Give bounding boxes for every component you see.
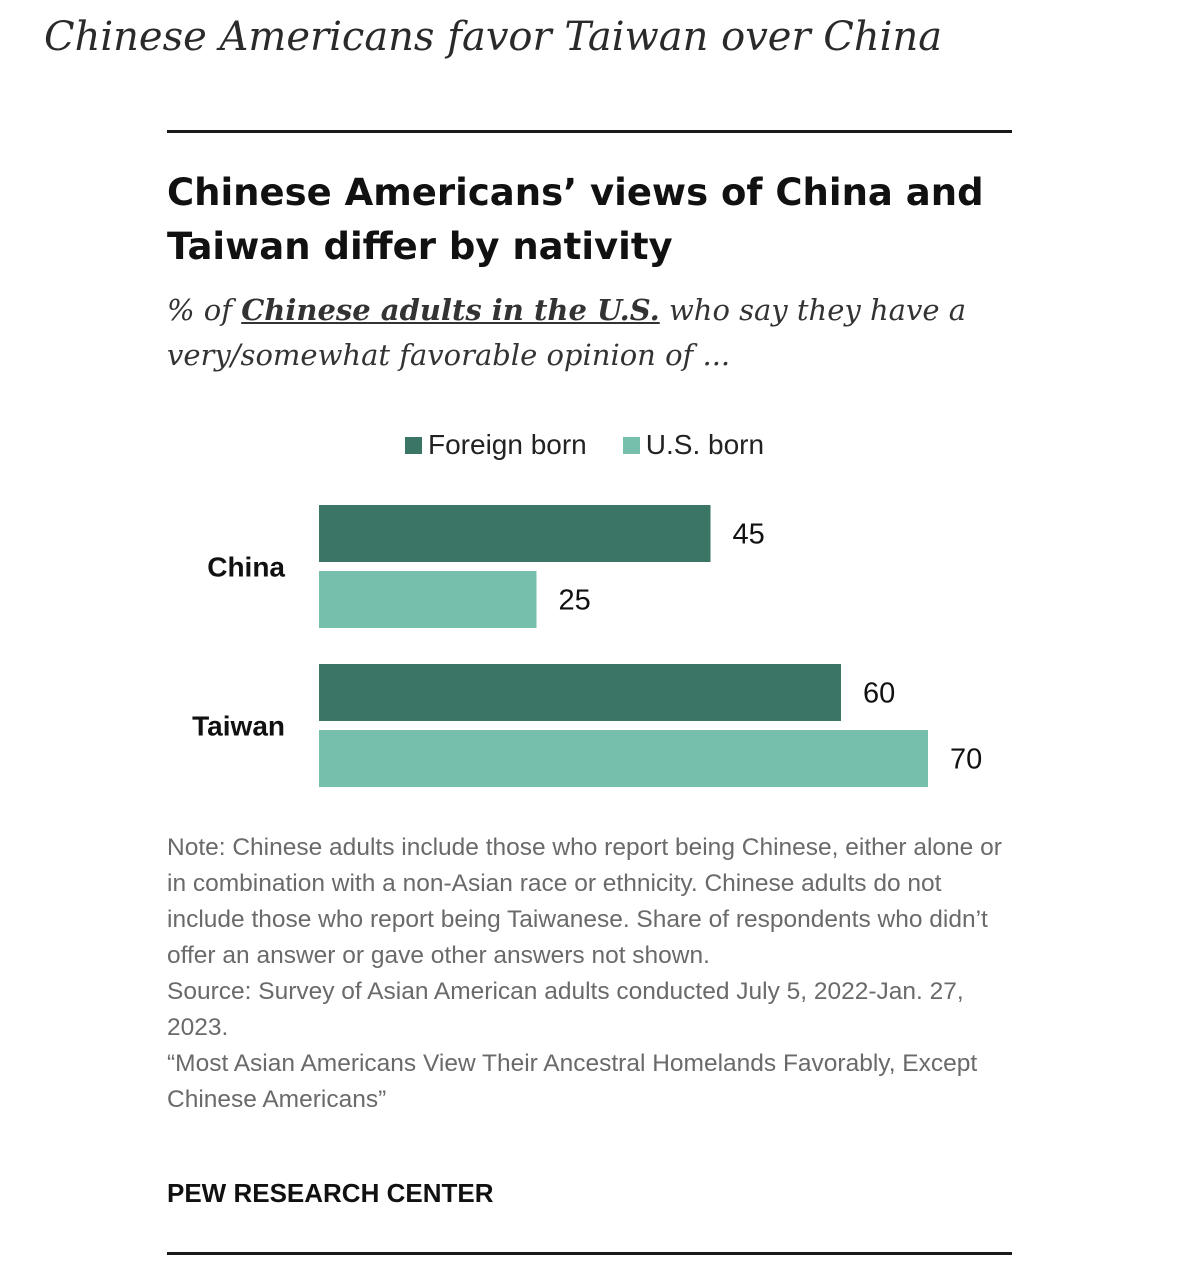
category-label-china: China bbox=[207, 552, 285, 583]
subtitle-suffix: who say they have a very/somewhat favora… bbox=[167, 293, 967, 372]
legend-swatch-foreign-born bbox=[405, 436, 422, 454]
chart-notes: Note: Chinese adults include those who r… bbox=[167, 830, 1017, 1118]
bar-chart: China 45 25 Taiwan 60 70 bbox=[192, 505, 982, 787]
subtitle-link[interactable]: Chinese adults in the U.S. bbox=[241, 293, 660, 327]
bar-china-foreign-born bbox=[319, 505, 711, 562]
chart-title: Chinese Americans’ views of China and Ta… bbox=[167, 171, 984, 268]
bottom-divider bbox=[167, 1252, 1012, 1255]
headline: Chinese Americans favor Taiwan over Chin… bbox=[44, 14, 943, 60]
legend-label-us-born: U.S. born bbox=[645, 429, 765, 460]
value-label-china-foreign-born: 45 bbox=[733, 519, 765, 551]
top-divider bbox=[167, 130, 1012, 133]
bar-taiwan-u-s-born bbox=[319, 730, 928, 787]
legend-label-foreign-born: Foreign born bbox=[428, 429, 587, 460]
note-text: Note: Chinese adults include those who r… bbox=[167, 834, 1002, 969]
bar-china-u-s-born bbox=[319, 571, 537, 628]
category-label-taiwan: Taiwan bbox=[192, 711, 285, 742]
legend-item-foreign-born: Foreign born bbox=[405, 429, 587, 461]
value-label-china-u-s-born: 25 bbox=[559, 585, 591, 617]
org-name: PEW RESEARCH CENTER bbox=[167, 1178, 494, 1208]
value-label-taiwan-u-s-born: 70 bbox=[950, 744, 982, 776]
legend-swatch-us-born bbox=[622, 436, 640, 454]
value-label-taiwan-foreign-born: 60 bbox=[863, 678, 895, 710]
chart-subtitle: % of Chinese adults in the U.S. who say … bbox=[167, 288, 1017, 378]
chart-legend: Foreign born U.S. born bbox=[405, 428, 800, 462]
source-text: Source: Survey of Asian American adults … bbox=[167, 978, 964, 1041]
subtitle-prefix: % of bbox=[167, 293, 242, 327]
bar-taiwan-foreign-born bbox=[319, 664, 841, 721]
report-title: “Most Asian Americans View Their Ancestr… bbox=[167, 1050, 978, 1113]
legend-item-us-born: U.S. born bbox=[622, 429, 765, 461]
